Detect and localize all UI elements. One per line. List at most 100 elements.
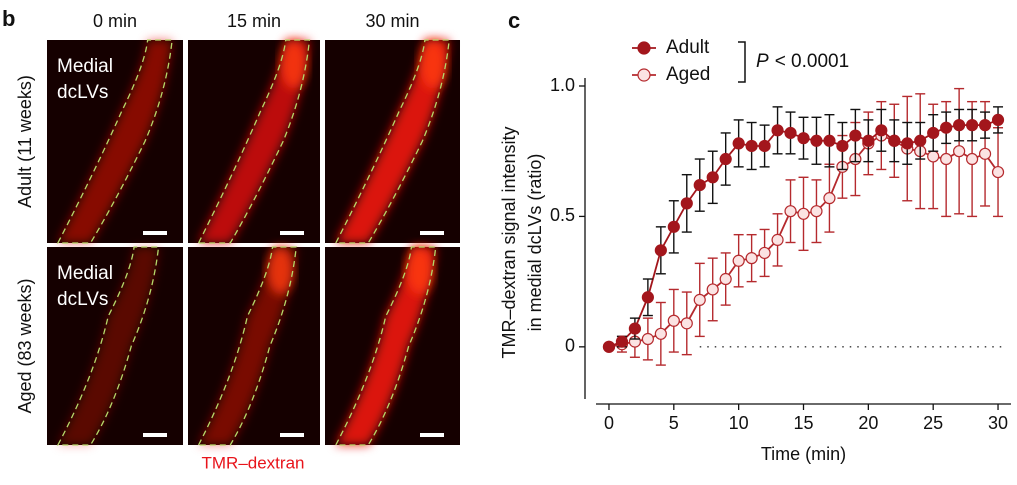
data-point xyxy=(680,197,693,210)
data-point xyxy=(680,317,693,330)
data-point xyxy=(654,244,667,257)
x-tick-label: 0 xyxy=(604,413,614,433)
vessel xyxy=(57,247,159,445)
data-point xyxy=(745,139,758,153)
x-tick-label: 5 xyxy=(669,413,679,433)
inset-label: dcLVs xyxy=(57,289,108,310)
data-point xyxy=(784,126,797,140)
data-point xyxy=(823,192,836,205)
data-point xyxy=(667,314,680,327)
micrograph xyxy=(188,246,320,446)
data-point xyxy=(719,152,732,166)
x-axis-label: Time (min) xyxy=(761,444,846,464)
data-point xyxy=(810,134,823,147)
data-point xyxy=(927,126,940,140)
vessel-bright xyxy=(280,40,307,89)
legend-bracket xyxy=(738,41,746,83)
data-point xyxy=(810,205,823,218)
data-point xyxy=(797,132,810,145)
data-point xyxy=(654,327,667,340)
legend-label: Adult xyxy=(666,37,710,58)
data-point xyxy=(914,134,927,147)
data-point xyxy=(953,145,966,158)
vessel-bright xyxy=(267,247,294,295)
data-point xyxy=(667,220,680,233)
data-point xyxy=(901,137,914,150)
data-point xyxy=(771,124,784,137)
inset-label: dcLVs xyxy=(57,82,108,103)
data-point xyxy=(745,252,758,265)
vessel xyxy=(57,40,173,243)
vessel-bright xyxy=(406,247,433,295)
scale-bar xyxy=(143,231,167,235)
row-label: Adult (11 weeks) xyxy=(15,75,35,208)
data-point xyxy=(888,134,901,147)
data-point xyxy=(628,322,642,335)
data-point xyxy=(797,207,810,220)
data-point xyxy=(706,171,719,184)
data-point xyxy=(602,340,616,353)
row-label: Aged (83 weeks) xyxy=(15,278,35,413)
y-tick-label: 0.5 xyxy=(550,205,575,225)
data-point xyxy=(991,165,1005,179)
data-point xyxy=(875,124,888,137)
scale-bar xyxy=(420,433,444,437)
micrograph: Medial dcLVs xyxy=(47,39,183,244)
column-header: 15 min xyxy=(227,11,281,31)
data-point xyxy=(862,134,875,147)
data-point xyxy=(978,119,992,132)
scale-bar xyxy=(420,231,444,235)
data-point xyxy=(693,179,706,192)
legend-marker xyxy=(637,68,651,82)
p-value: P < 0.0001 xyxy=(756,51,849,72)
data-point xyxy=(732,137,745,150)
vessel xyxy=(335,40,450,243)
data-point xyxy=(758,139,771,153)
vessel-outline xyxy=(197,246,297,446)
x-tick-label: 25 xyxy=(923,413,943,433)
data-point xyxy=(940,121,953,134)
x-tick-label: 15 xyxy=(793,413,813,433)
data-point xyxy=(978,147,992,160)
data-point xyxy=(784,205,797,218)
vessel-bright xyxy=(419,40,447,89)
micrographs: Medial dcLVs Medial dcLVs xyxy=(47,39,460,446)
legend-label: Aged xyxy=(666,64,710,85)
vessel-outline xyxy=(334,246,437,446)
micrograph: Medial dcLVs xyxy=(47,246,183,446)
data-point xyxy=(940,152,953,166)
data-point xyxy=(641,291,654,304)
panel-label: b xyxy=(2,6,15,31)
data-point xyxy=(693,293,706,306)
column-header: 30 min xyxy=(365,11,419,31)
scale-bar xyxy=(143,433,167,437)
data-point xyxy=(823,134,836,147)
y-axis-label: TMR–dextran signal intensity xyxy=(499,126,519,358)
vessel-outline xyxy=(56,39,173,244)
data-point xyxy=(615,335,629,348)
data-point xyxy=(732,254,745,267)
data-point xyxy=(706,283,719,296)
y-tick-label: 1.0 xyxy=(550,75,575,95)
y-axis-label: in medial dcLVs (ratio) xyxy=(525,154,545,332)
micrograph xyxy=(325,246,460,446)
data-point xyxy=(991,113,1005,127)
y-tick-label: 0 xyxy=(565,336,575,356)
vessel xyxy=(198,40,310,243)
data-point xyxy=(836,139,849,153)
data-point xyxy=(641,332,654,346)
panel-label: c xyxy=(508,8,520,33)
x-tick-label: 20 xyxy=(858,413,878,433)
p-text: < 0.0001 xyxy=(775,51,850,72)
x-tick-label: 30 xyxy=(988,413,1008,433)
vessel-outline xyxy=(334,39,450,244)
chart: 0 0.5 1.0 0 5 10 15 20 25 30 Time (min) TMR–dextran… xyxy=(499,37,1011,464)
caption: TMR–dextran xyxy=(202,453,305,472)
vessel xyxy=(335,247,436,445)
inset-label: Medial xyxy=(57,263,113,284)
data-point xyxy=(849,129,862,142)
scale-bar xyxy=(280,231,304,235)
vessel xyxy=(198,247,297,445)
micrograph xyxy=(188,39,320,244)
